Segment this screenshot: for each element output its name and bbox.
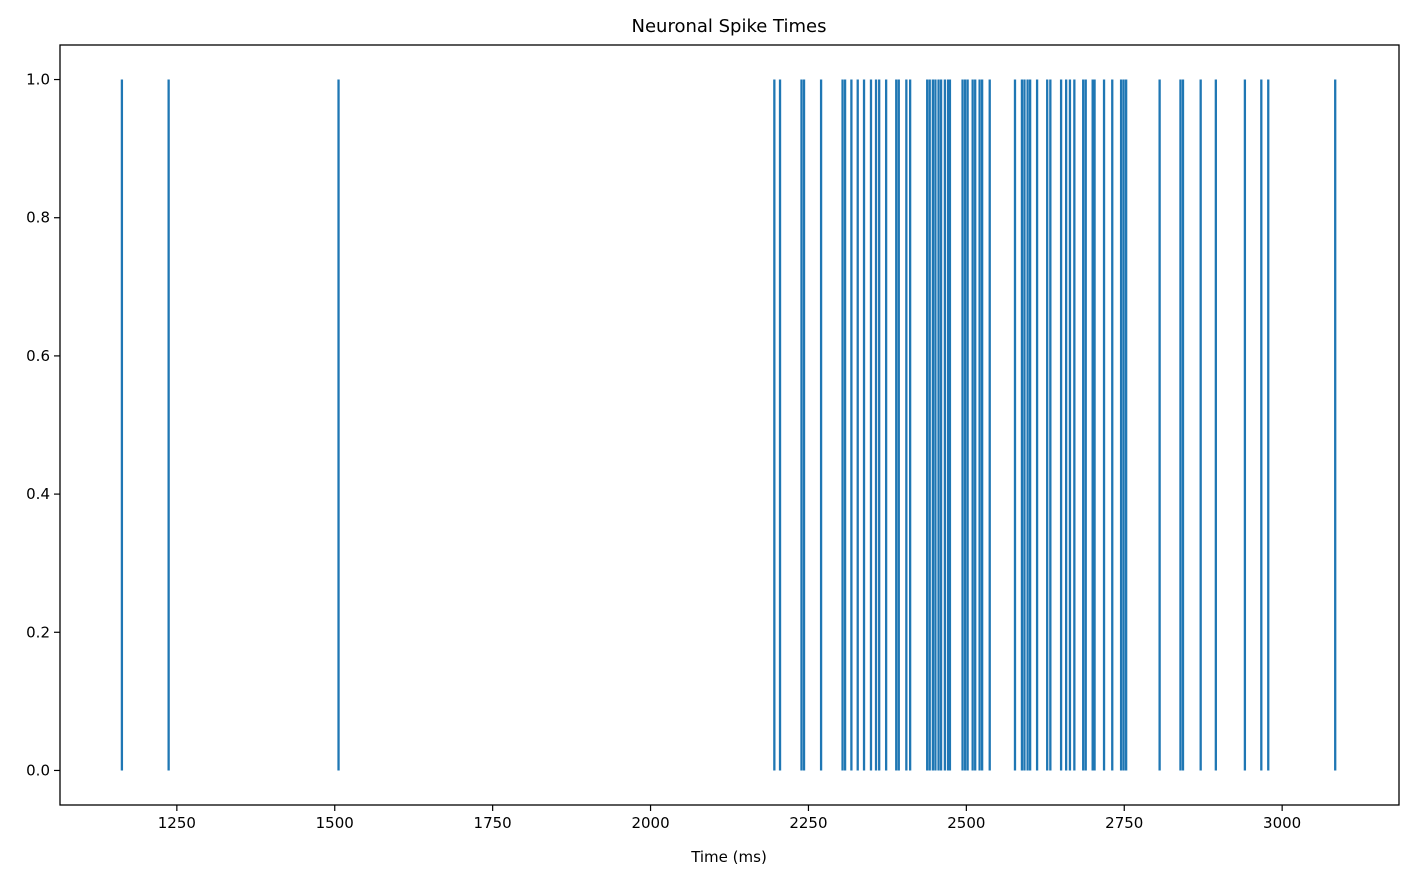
x-tick-label: 1250 — [158, 814, 196, 832]
y-tick-label: 0.2 — [26, 623, 50, 641]
chart-title: Neuronal Spike Times — [632, 16, 827, 37]
x-tick-label: 2250 — [789, 814, 827, 832]
x-axis-ticks: 1250 1500 1750 2000 2250 2500 2750 3000 — [158, 805, 1301, 832]
plot-frame — [59, 44, 1400, 806]
y-tick-label: 0.4 — [26, 485, 50, 503]
x-tick-label: 2750 — [1105, 814, 1143, 832]
y-tick-label: 0.6 — [26, 347, 50, 365]
y-tick-label: 0.0 — [26, 761, 50, 779]
x-axis-label: Time (ms) — [690, 848, 767, 866]
y-axis-ticks: 0.0 0.2 0.4 0.6 0.8 1.0 — [26, 71, 60, 779]
x-tick-label: 2500 — [947, 814, 985, 832]
y-tick-label: 0.8 — [26, 209, 50, 227]
spike-lines — [120, 79, 1337, 771]
y-tick-label: 1.0 — [26, 71, 50, 89]
x-tick-label: 1750 — [474, 814, 512, 832]
x-tick-label: 1500 — [316, 814, 354, 832]
x-tick-label: 3000 — [1263, 814, 1301, 832]
x-tick-label: 2000 — [631, 814, 669, 832]
